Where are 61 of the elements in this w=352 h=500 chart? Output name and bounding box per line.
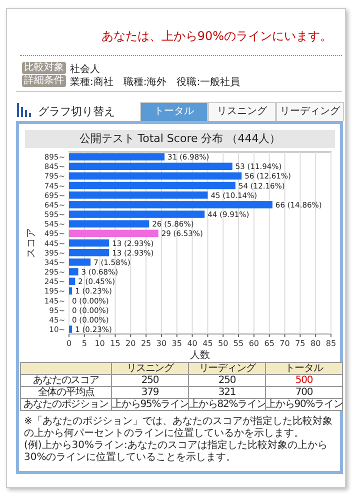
x-tick-label: 35 — [172, 339, 182, 348]
text: グラフ切り替え — [38, 104, 115, 119]
text: (例)上から30%ライン:あなたのスコアは指定した比較対象の上から30%のラインに位置していることを示します。 — [24, 440, 328, 464]
x-tick-label: 15 — [110, 339, 120, 348]
bar — [69, 268, 78, 276]
bar — [69, 248, 110, 256]
text: リーディング — [276, 102, 344, 121]
x-tick-label: 70 — [280, 339, 290, 348]
x-tick-label: 0 — [66, 339, 72, 348]
x-tick-label: 85 — [326, 339, 336, 348]
x-tick-label: 45 — [202, 339, 213, 348]
x-tick-label: 55 — [233, 339, 244, 348]
x-tick-label: 10 — [94, 339, 105, 348]
x-tick-label: 25 — [140, 339, 152, 348]
text: 社会人 — [70, 62, 100, 76]
bar — [69, 326, 72, 333]
bar — [69, 220, 150, 228]
text: 上から90%ライン — [265, 398, 343, 411]
chart-title: 公開テスト Total Score 分布 （444人） — [25, 130, 335, 148]
x-tick-label: 80 — [310, 339, 321, 348]
bar — [69, 162, 232, 170]
text: 321 — [188, 386, 266, 399]
x-tick-label: 20 — [126, 339, 136, 348]
bar — [69, 182, 236, 190]
bar — [69, 230, 158, 238]
text: 700 — [265, 386, 343, 399]
text: 250 — [111, 374, 189, 387]
x-tick-label: 65 — [264, 339, 274, 348]
bar — [69, 210, 205, 218]
text: 379 — [111, 386, 189, 399]
bar — [69, 172, 242, 180]
text: 250 — [188, 374, 266, 387]
text: リスニング — [208, 102, 276, 121]
bar — [69, 239, 110, 247]
x-axis-title: 人数 — [190, 350, 210, 361]
text: トータル — [140, 102, 208, 121]
bar — [69, 153, 165, 160]
text: 全体の平均点 — [20, 386, 112, 399]
text: あなたのスコア — [20, 374, 112, 387]
text: 業種:商社 職種:海外 役職:一般社員 — [70, 76, 240, 89]
text: あなたのポジション — [20, 398, 112, 411]
text: ※「あなたのポジション」では、あなたのスコアが指定した比較対象の上から何パーセントのラインに位置しているかを示します。 — [24, 416, 334, 440]
x-tick-label: 40 — [187, 339, 198, 348]
text: 500 — [265, 374, 343, 387]
text: リスニング — [111, 362, 189, 375]
text: 比較対象 — [22, 62, 66, 74]
text: リーディング — [188, 362, 266, 375]
text: 詳細条件 — [22, 75, 66, 87]
bar — [69, 191, 208, 199]
text: あなたは、上から90%のラインにいます。 — [101, 28, 332, 45]
x-tick-label: 30 — [156, 339, 167, 348]
x-tick-label: 60 — [248, 339, 260, 348]
bar — [69, 287, 72, 295]
text: トータル — [265, 362, 343, 375]
x-tick-label: 75 — [295, 339, 306, 348]
x-tick-label: 5 — [82, 339, 87, 348]
x-tick-label: 50 — [218, 339, 228, 348]
bar — [69, 201, 272, 208]
y-axis-title: スコア — [26, 228, 37, 258]
bar — [69, 258, 91, 266]
bar — [69, 278, 76, 285]
